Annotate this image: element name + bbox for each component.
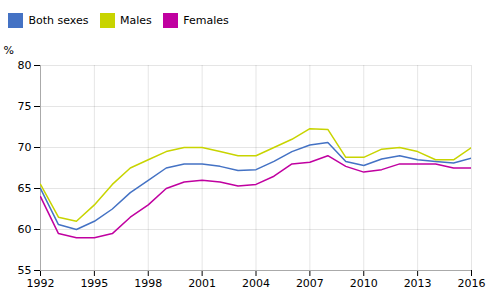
svg-text:70: 70: [18, 141, 32, 154]
svg-text:2004: 2004: [242, 277, 270, 290]
html-text:Males: Males: [120, 14, 152, 27]
svg-text:1995: 1995: [80, 277, 108, 290]
svg-text:65: 65: [18, 182, 32, 195]
svg-text:55: 55: [18, 264, 32, 277]
svg-text:2016: 2016: [458, 277, 486, 290]
html-text:Females: Females: [183, 14, 229, 27]
svg-text:2007: 2007: [296, 277, 324, 290]
svg-text:60: 60: [18, 223, 32, 236]
svg-text:75: 75: [18, 100, 32, 113]
svg-text:2001: 2001: [188, 277, 216, 290]
svg-text:%: %: [4, 44, 14, 57]
svg-text:1998: 1998: [134, 277, 162, 290]
svg-text:2010: 2010: [350, 277, 378, 290]
svg-text:80: 80: [18, 59, 32, 72]
html-text:Both sexes: Both sexes: [28, 14, 89, 27]
svg-text:2013: 2013: [404, 277, 432, 290]
svg-text:1992: 1992: [27, 277, 55, 290]
